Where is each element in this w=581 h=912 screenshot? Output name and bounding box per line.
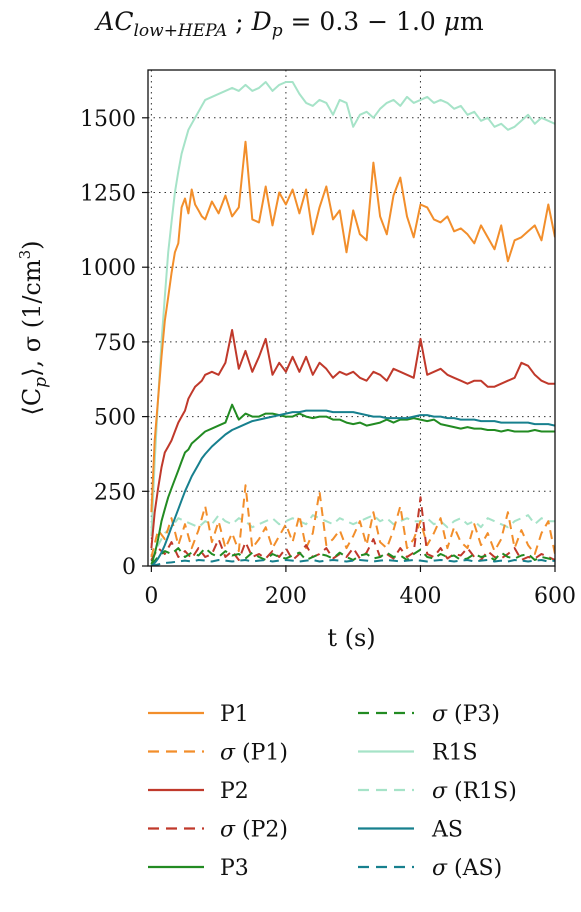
series-line--r1s- — [150, 514, 555, 561]
legend-label: σ (AS) — [432, 856, 502, 881]
legend-label: P1 — [220, 702, 249, 727]
x-tick-label: 0 — [144, 584, 158, 609]
x-tick-label: 200 — [265, 584, 307, 609]
x-tick-label: 600 — [534, 584, 576, 609]
legend-label: P2 — [220, 779, 249, 804]
plot-frame — [147, 69, 556, 567]
y-axis: 0 250 500 750 1000 1250 1500 — [80, 107, 148, 580]
y-tick-label: 750 — [94, 331, 136, 356]
y-tick-label: 500 — [94, 406, 136, 431]
y-tick-label: 250 — [94, 480, 136, 505]
series-line--p1- — [150, 484, 555, 558]
plot-series — [150, 81, 555, 566]
series-line-as — [150, 409, 555, 566]
grid — [148, 70, 556, 567]
series-line-p3 — [150, 403, 555, 565]
legend-label: R1S — [432, 741, 478, 766]
series-line-p1 — [150, 140, 555, 513]
y-axis-label: ⟨Cp⟩, σ (1/cm3) — [16, 240, 51, 415]
legend: P1 σ (P1) P2 σ (P2) P3 σ (P3) R1S σ (R1S) AS σ (A… — [148, 702, 517, 881]
legend-label: σ (R1S) — [432, 779, 517, 804]
legend-label: σ (P2) — [220, 818, 288, 843]
y-tick-label: 1000 — [80, 256, 136, 281]
series-line-p2 — [150, 329, 555, 549]
y-axis-label-text: ⟨Cp⟩, σ (1/cm3) — [16, 240, 51, 415]
y-tick-label: 1500 — [80, 107, 136, 132]
series-line--p2- — [150, 496, 555, 561]
y-tick-label: 0 — [122, 555, 136, 580]
legend-label: σ (P3) — [432, 702, 500, 727]
chart-title: AClow+HEPA ; Dp = 0.3 − 1.0 μm — [94, 7, 484, 41]
x-tick-label: 400 — [399, 584, 441, 609]
y-tick-label: 1250 — [80, 182, 136, 207]
series-line-r1s — [150, 81, 555, 537]
x-axis: 0 200 400 600 — [144, 566, 576, 609]
legend-label: σ (P1) — [220, 741, 288, 766]
x-axis-label: t (s) — [327, 624, 375, 652]
series-line--as- — [151, 559, 555, 566]
series-line--p3- — [150, 547, 555, 566]
legend-label: P3 — [220, 856, 249, 881]
legend-label: AS — [431, 818, 463, 843]
chart-title-text: AClow+HEPA ; Dp = 0.3 − 1.0 μm — [94, 7, 484, 41]
